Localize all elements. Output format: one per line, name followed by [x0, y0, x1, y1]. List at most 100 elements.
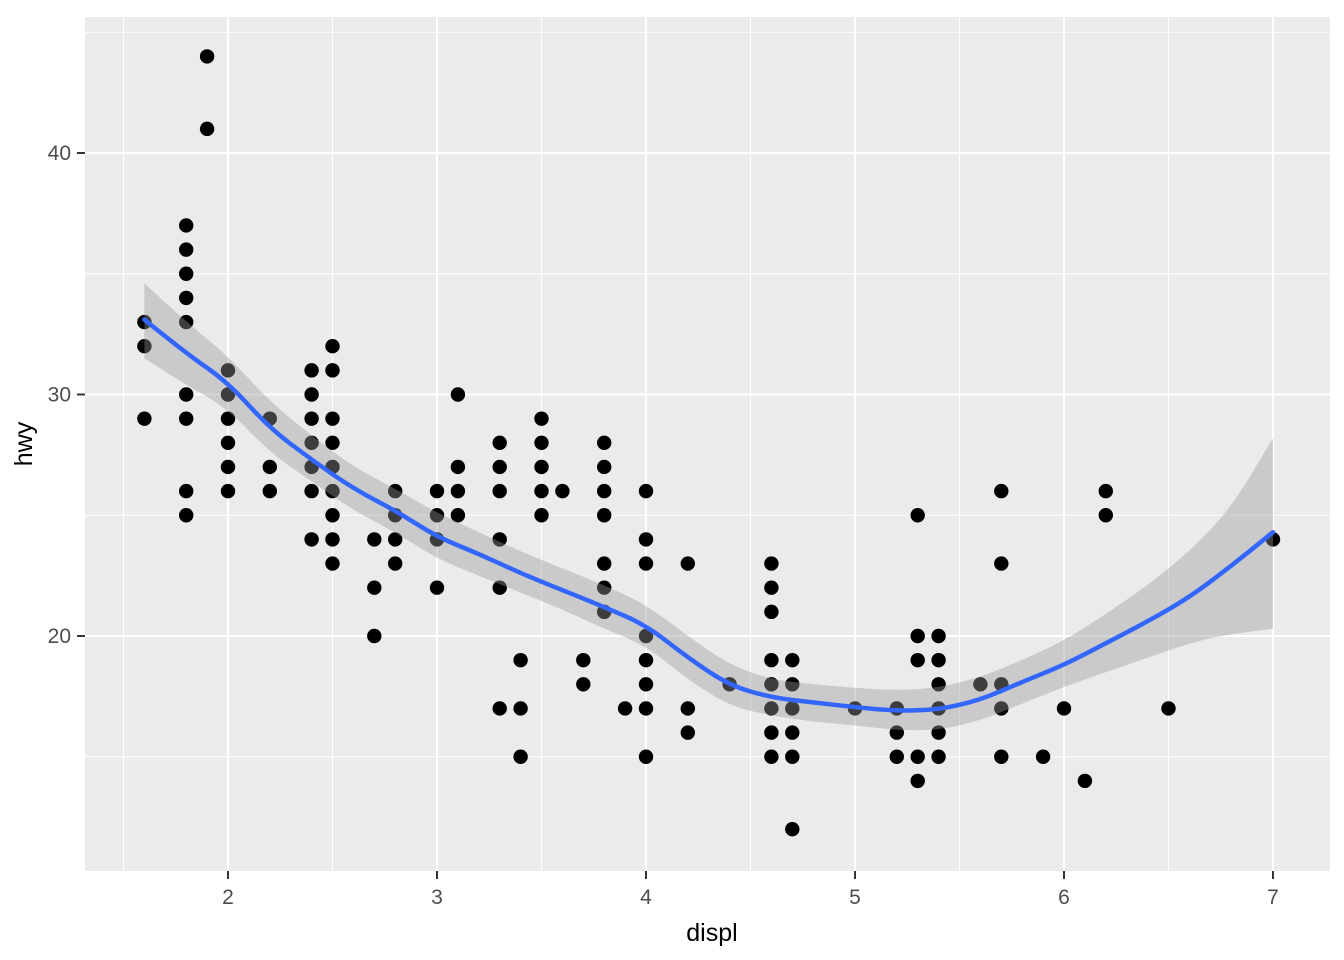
data-point: [367, 628, 382, 644]
data-point: [680, 725, 695, 740]
data-point: [179, 242, 194, 257]
data-point: [179, 218, 194, 233]
data-point: [994, 749, 1009, 764]
data-point: [429, 508, 445, 523]
data-point: [325, 339, 340, 354]
confidence-band: [144, 283, 1273, 731]
data-point: [910, 628, 925, 644]
data-point: [910, 508, 925, 523]
data-point: [931, 725, 946, 740]
data-point: [534, 435, 549, 450]
data-point: [220, 435, 236, 450]
data-point: [931, 652, 946, 668]
data-point: [785, 822, 800, 837]
data-point: [304, 387, 319, 402]
smooth-line: [142, 317, 1276, 713]
data-point: [534, 508, 549, 523]
data-point: [325, 363, 340, 378]
data-point: [931, 677, 946, 692]
data-point: [785, 652, 800, 668]
data-point: [638, 532, 654, 547]
data-point: [555, 483, 570, 499]
data-point: [534, 483, 549, 499]
data-point: [534, 411, 549, 426]
y-tick-label: 30: [48, 384, 71, 407]
data-point: [785, 677, 800, 692]
data-point: [325, 435, 340, 450]
data-point: [388, 556, 403, 571]
data-point: [492, 483, 507, 499]
data-point: [931, 628, 946, 644]
data-point: [680, 701, 695, 716]
data-point: [1035, 749, 1051, 764]
data-point: [1098, 508, 1114, 523]
x-tick-label: 7: [1267, 886, 1279, 909]
data-point: [638, 556, 654, 571]
data-point: [910, 749, 925, 764]
data-point: [994, 556, 1009, 571]
data-point: [910, 652, 925, 668]
data-point: [597, 435, 612, 450]
x-axis-title: displ: [686, 919, 737, 947]
data-point: [325, 532, 340, 547]
data-point: [785, 749, 800, 764]
data-point: [179, 508, 194, 523]
data-point: [638, 677, 654, 692]
data-point: [785, 701, 800, 716]
data-point: [325, 556, 340, 571]
data-point: [179, 483, 194, 499]
data-point: [597, 483, 612, 499]
data-point: [304, 483, 319, 499]
data-point: [597, 580, 612, 595]
data-point: [220, 459, 236, 475]
data-point: [764, 677, 779, 692]
data-point: [764, 580, 779, 595]
data-point: [576, 677, 591, 692]
data-point: [179, 290, 194, 306]
data-point: [597, 508, 612, 523]
y-axis-title: hwy: [10, 421, 38, 466]
data-point: [1161, 701, 1176, 716]
data-point: [179, 314, 194, 330]
x-tick-label: 3: [431, 886, 443, 909]
data-point: [179, 266, 194, 281]
y-tick-label: 20: [48, 625, 71, 648]
data-point: [764, 725, 779, 740]
data-point: [513, 652, 528, 668]
data-point: [429, 483, 445, 499]
data-point: [597, 459, 612, 475]
data-point: [199, 121, 215, 137]
data-point: [325, 508, 340, 523]
x-tick-label: 6: [1058, 886, 1070, 909]
data-point: [450, 483, 466, 499]
data-point: [785, 725, 800, 740]
data-point: [492, 701, 507, 716]
data-point: [1077, 773, 1093, 789]
data-point: [513, 701, 528, 716]
data-point: [492, 580, 507, 595]
y-tick-label: 40: [48, 142, 71, 165]
data-point: [534, 459, 549, 475]
data-point: [638, 483, 654, 499]
data-point: [220, 483, 236, 499]
data-point: [994, 701, 1009, 716]
data-point: [137, 339, 152, 354]
data-point: [262, 483, 277, 499]
data-point: [262, 459, 277, 475]
data-point: [764, 749, 779, 764]
data-point: [889, 749, 904, 764]
data-point: [910, 773, 925, 789]
data-point: [994, 483, 1009, 499]
data-point: [179, 411, 194, 426]
data-point: [304, 435, 319, 450]
data-point: [492, 435, 507, 450]
data-point: [492, 459, 507, 475]
data-point: [513, 749, 528, 764]
data-point: [680, 556, 695, 571]
x-tick-label: 2: [222, 886, 234, 909]
data-point: [137, 411, 152, 426]
data-point: [638, 628, 654, 644]
data-point: [450, 459, 466, 475]
